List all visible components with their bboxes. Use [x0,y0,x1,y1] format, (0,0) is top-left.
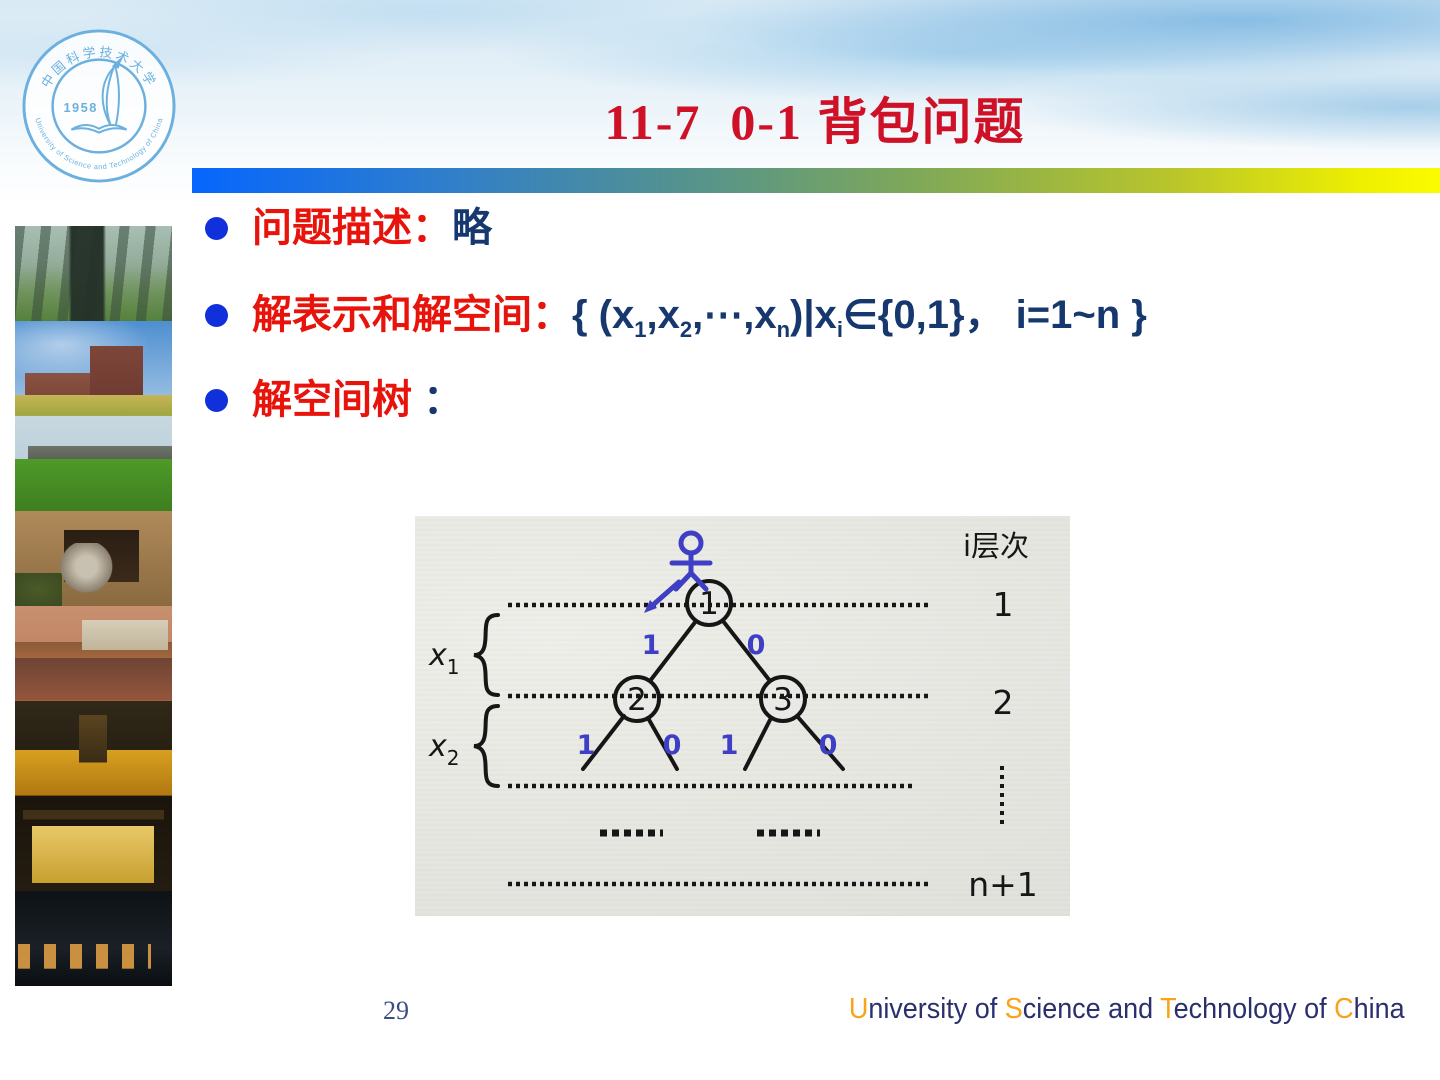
bullet-dot-icon [205,303,228,327]
campus-photo-night-building [15,891,172,986]
logo-sail-icon [101,56,122,127]
bullet-dot-icon [205,388,228,412]
variable-labels: x1 x2 [428,638,460,770]
campus-photo-strip [15,226,172,986]
campus-photo-night-statue [15,701,172,796]
svg-text:2: 2 [627,682,647,718]
ustc-logo: 1958 中国科学技术大学 University of Science and … [20,22,178,190]
tree-node-2 [613,675,661,723]
logo-year: 1958 [63,100,97,115]
bullet-label: 问题描述： [252,206,452,250]
svg-text:0: 0 [663,730,682,761]
svg-text:0: 0 [747,630,766,661]
level-axis-label: i层次 [963,529,1029,563]
tree-nodes [613,579,807,723]
bullet-item-solution-space: 解表示和解空间： { (x1,x2,⋯,xn)|xi∈{0,1}， i=1~n … [205,287,1147,343]
svg-text:0: 0 [819,730,838,761]
svg-text:2: 2 [993,683,1014,722]
university-name: University of Science and Technology of … [849,993,1405,1025]
svg-text:1: 1 [993,585,1014,624]
campus-photo-lawn [15,416,172,511]
campus-photo-red-brick-building [15,321,172,416]
tree-edges [581,619,845,771]
bullet-label: 解空间树 [252,378,412,422]
search-direction-arrow-icon [644,579,682,613]
variable-braces [473,613,500,788]
campus-photo-school-gate-night [15,796,172,891]
title-underline-bar [192,168,1440,193]
svg-text:1: 1 [720,730,739,761]
page-title: 11-7 0-1 背包问题 [604,94,1026,150]
level-numbers: 1 2 n+1 [968,585,1038,904]
bullet-label: 解表示和解空间： [252,293,572,337]
logo-inner-ring [51,58,147,154]
tree-node-numbers: 1 2 3 [627,586,793,718]
svg-text:1: 1 [699,586,719,622]
logo-outer-ring [22,29,176,183]
ustc-logo-emblem: 1958 中国科学技术大学 University of Science and … [22,29,176,183]
bullet-dot-icon [205,216,228,240]
svg-text:1: 1 [642,630,661,661]
svg-text:3: 3 [773,682,793,718]
campus-photo-pond [15,606,172,701]
page-number: 29 [383,996,409,1025]
level-lines [508,602,931,887]
solution-space-tree-diagram: 1 2 3 1 0 1 0 1 0 [415,516,1070,916]
svg-text:n+1: n+1 [968,865,1038,904]
var-label-x1: x1 [428,638,460,679]
bullet-value: ： [412,378,464,422]
campus-photo-stone-lion-gate [15,511,172,606]
bullet-value: 略 [452,206,492,250]
tree-node-3 [759,675,807,723]
bullet-item-solution-tree: 解空间树 ： [205,372,463,428]
var-label-x2: x2 [428,729,460,770]
campus-photo-colonnade [15,226,172,321]
branch-labels: 1 0 1 0 1 0 [577,630,838,761]
bullet-item-problem: 问题描述： 略 [205,200,492,256]
logo-book-icon [70,124,128,134]
svg-text:1: 1 [577,730,596,761]
person-stick-figure-icon [669,530,713,592]
bullet-value: { (x1,x2,⋯,xn)|xi∈{0,1}， i=1~n } [572,293,1147,342]
